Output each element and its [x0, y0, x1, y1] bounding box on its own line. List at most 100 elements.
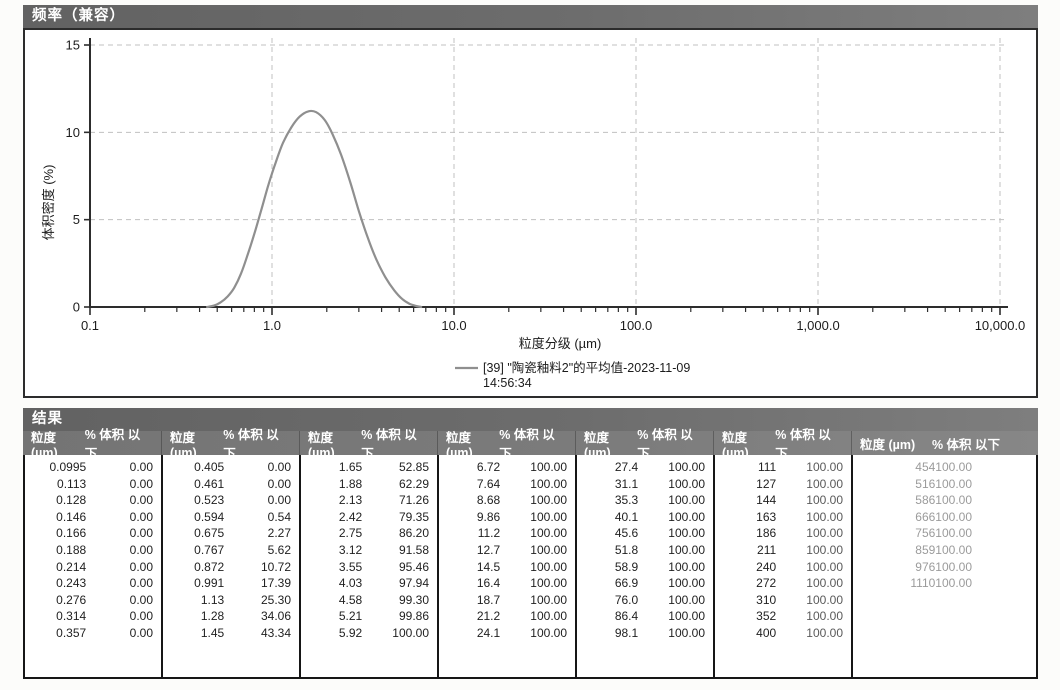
size-cell: 400 [756, 625, 777, 640]
legend-label-line1: [39] "陶瓷釉料2"的平均值-2023-11-09 [483, 360, 690, 375]
percent-below-cell: 100.00 [806, 609, 843, 624]
percent-below-cell: 0.00 [129, 542, 153, 557]
results-header-row: 粒度 (µm)% 体积 以下 粒度 (µm)% 体积 以下 粒度 (µm)% 体积 … [23, 428, 1038, 461]
percent-below-cell: 71.26 [398, 493, 429, 508]
size-cell: 3.55 [338, 559, 363, 574]
table-row: 0.113 0.00 [25, 476, 161, 493]
table-row: 0.0995 0.00 [25, 459, 161, 476]
size-cell: 1.28 [200, 609, 225, 624]
table-row: 127 100.00 [715, 476, 851, 493]
table-row: 0.594 0.54 [163, 509, 299, 526]
percent-below-cell: 91.58 [398, 542, 429, 557]
size-cell: 14.5 [476, 559, 501, 574]
table-row: 31.1 100.00 [577, 476, 713, 493]
frequency-curve [206, 109, 423, 309]
size-cell: 0.405 [194, 460, 225, 474]
size-cell: 163 [756, 509, 777, 524]
table-row: 0.188 0.00 [25, 542, 161, 559]
table-row: 0.357 0.00 [25, 625, 161, 642]
percent-below-cell: 100.00 [668, 559, 705, 574]
percent-below-cell: 100.00 [392, 625, 429, 640]
table-row: 2.75 86.20 [301, 525, 437, 542]
percent-below-cell: 86.20 [398, 526, 429, 541]
size-cell: 211 [757, 542, 777, 557]
table-row: 1.13 25.30 [163, 592, 299, 609]
size-cell: 0.461 [194, 476, 225, 491]
table-row: 111 100.00 [715, 459, 851, 476]
percent-below-cell: 17.39 [260, 576, 291, 591]
percent-below-cell: 100.00 [530, 576, 567, 591]
table-row: 35.3 100.00 [577, 492, 713, 509]
size-cell: 4.58 [338, 592, 363, 607]
results-panel: 结果 粒度 (µm)% 体积 以下 粒度 (µm)% 体积 以下 粒度 (µm)% … [23, 408, 1038, 679]
size-cell: 0.128 [56, 493, 87, 508]
frequency-distribution-chart: 0.1 1.0 10.0 100.0 1,000.0 10,000.0 0 5 10 15 粒度分级… [41, 37, 1025, 390]
x-axis-tick-label: 1.0 [263, 318, 281, 333]
percent-below-cell: 100.00 [806, 493, 843, 508]
size-cell: 45.6 [614, 526, 639, 541]
percent-below-cell: 100.00 [668, 526, 705, 541]
percent-below-column-header: % 体积 以下 [361, 428, 417, 461]
percent-below-cell: 100.00 [668, 609, 705, 624]
percent-below-cell: 100.00 [806, 460, 843, 474]
results-title: 结果 [32, 411, 63, 427]
size-cell: 0.214 [56, 559, 87, 574]
percent-below-column-header: % 体积 以下 [637, 428, 693, 461]
table-row: 16.4 100.00 [439, 575, 575, 592]
table-row: 14.5 100.00 [439, 559, 575, 576]
table-row: 1.45 43.34 [163, 625, 299, 642]
table-row: 0.128 0.00 [25, 492, 161, 509]
results-header-group: 粒度 (µm) % 体积 以下 [851, 431, 1038, 455]
table-row: 0.675 2.27 [163, 525, 299, 542]
table-row: 454 100.00 [853, 459, 1036, 476]
size-cell: 27.4 [614, 460, 639, 474]
table-row: 400 100.00 [715, 625, 851, 642]
size-cell: 1.45 [200, 625, 225, 640]
size-cell: 240 [756, 559, 777, 574]
size-cell: 5.21 [338, 609, 363, 624]
results-column-group: 0.0995 0.00 0.113 0.00 0.128 0.00 0.146 0.00 0.1… [23, 455, 161, 677]
y-axis-tick-label: 15 [66, 37, 80, 52]
frequency-panel-title: 频率（兼容） [32, 8, 125, 24]
table-row: 0.405 0.00 [163, 459, 299, 476]
percent-below-cell: 0.00 [129, 609, 153, 624]
size-cell: 1.88 [338, 476, 363, 491]
y-axis-title: 体积密度 (%) [41, 165, 56, 241]
size-cell: 40.1 [614, 509, 639, 524]
y-axis-tick-label: 10 [66, 125, 80, 140]
percent-below-cell: 52.85 [398, 460, 429, 474]
size-cell: 51.8 [614, 542, 639, 557]
percent-below-cell: 100.00 [530, 493, 567, 508]
percent-below-cell: 2.27 [267, 526, 291, 541]
percent-below-cell: 100.00 [806, 559, 843, 574]
percent-below-cell: 99.30 [398, 592, 429, 607]
table-row: 756 100.00 [853, 525, 1036, 542]
percent-below-cell: 100.00 [530, 509, 567, 524]
percent-below-cell: 0.00 [129, 493, 153, 508]
size-cell: 98.1 [614, 625, 639, 640]
results-column-group: 27.4 100.00 31.1 100.00 35.3 100.00 40.1 100.00… [575, 455, 713, 677]
table-row: 27.4 100.00 [577, 459, 713, 476]
table-row: 144 100.00 [715, 492, 851, 509]
table-row: 51.8 100.00 [577, 542, 713, 559]
percent-below-cell: 79.35 [398, 509, 429, 524]
results-column-group: 0.405 0.00 0.461 0.00 0.523 0.00 0.594 0.54 0.67… [161, 455, 299, 677]
percent-below-cell: 0.00 [129, 592, 153, 607]
percent-below-cell: 100.00 [935, 542, 972, 557]
percent-below-cell: 0.00 [267, 460, 291, 474]
table-row: 240 100.00 [715, 559, 851, 576]
y-axis-tick-label: 0 [73, 300, 80, 315]
size-column-header: 粒度 (µm) [584, 430, 611, 460]
table-row: 86.4 100.00 [577, 608, 713, 625]
table-row: 58.9 100.00 [577, 559, 713, 576]
size-column-header: 粒度 (µm) [308, 430, 335, 460]
percent-below-cell: 100.00 [668, 576, 705, 591]
results-header-group: 粒度 (µm) % 体积 以下 [161, 428, 299, 461]
table-row: 0.146 0.00 [25, 509, 161, 526]
percent-below-cell: 99.86 [398, 609, 429, 624]
size-cell: 111 [757, 460, 777, 474]
size-cell: 0.243 [56, 576, 87, 591]
size-cell: 0.314 [56, 609, 87, 624]
table-row: 45.6 100.00 [577, 525, 713, 542]
percent-below-cell: 100.00 [668, 625, 705, 640]
